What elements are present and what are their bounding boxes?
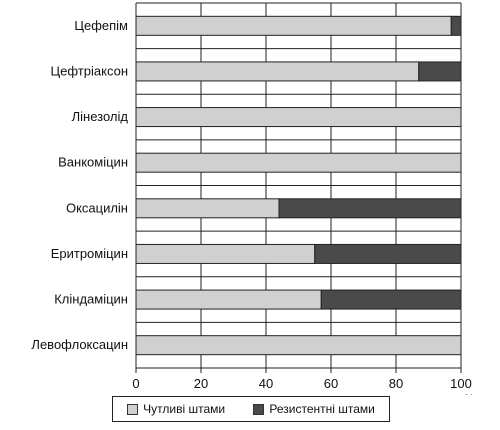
category-labels: Цефепім Цефтріаксон Лінезолід Ванкоміцин Окс…	[31, 18, 128, 352]
x-tick-label-0: 0	[132, 376, 139, 391]
x-tick-label-100: 100	[450, 376, 472, 391]
bar-susceptible-0	[135, 15, 452, 36]
chart: Цефепім Цефтріаксон Лінезолід Ванкоміцин Окс…	[31, 2, 474, 395]
category-label-2: Лінезолід	[72, 109, 129, 124]
bar-susceptible-1	[135, 61, 420, 82]
x-tick-label-20: 20	[194, 376, 208, 391]
legend-entry-susceptible: Чутливі штами	[127, 402, 225, 416]
category-label-1: Цефтріаксон	[51, 63, 128, 78]
legend-label-susceptible: Чутливі штами	[143, 402, 226, 416]
category-label-5: Еритроміцин	[51, 246, 128, 261]
grid-lines	[135, 2, 462, 369]
bar-susceptible-4	[135, 198, 280, 219]
category-label-7: Левофлоксацин	[31, 337, 128, 352]
legend-label-resistant: Резистентні штами	[269, 402, 375, 416]
category-label-6: Кліндаміцин	[54, 292, 128, 307]
category-label-0: Цефепім	[74, 18, 128, 33]
bar-resistant-4	[278, 198, 462, 219]
bar-resistant-5	[314, 243, 462, 264]
legend-entry-resistant: Резистентні штами	[253, 402, 375, 416]
category-label-4: Оксацилін	[66, 200, 128, 215]
bar-susceptible-6	[135, 289, 322, 310]
legend-swatch-susceptible	[127, 403, 139, 415]
category-label-3: Ванкоміцин	[58, 155, 128, 170]
bar-susceptible-7	[135, 335, 462, 356]
bar-resistant-1	[418, 61, 462, 82]
legend: Чутливі штами Резистентні штами	[112, 396, 390, 422]
bar-susceptible-2	[135, 107, 462, 128]
bars	[135, 15, 462, 356]
x-tick-label-60: 60	[324, 376, 338, 391]
x-axis: 0 20 40 60 80 100%	[132, 367, 474, 395]
x-tick-label-80: 80	[389, 376, 403, 391]
legend-swatch-resistant	[253, 403, 265, 415]
x-tick-label-40: 40	[259, 376, 273, 391]
bar-susceptible-5	[135, 243, 316, 264]
bar-susceptible-3	[135, 152, 462, 173]
bar-resistant-0	[450, 15, 462, 36]
x-unit-label: %	[464, 393, 474, 395]
bar-resistant-6	[320, 289, 462, 310]
